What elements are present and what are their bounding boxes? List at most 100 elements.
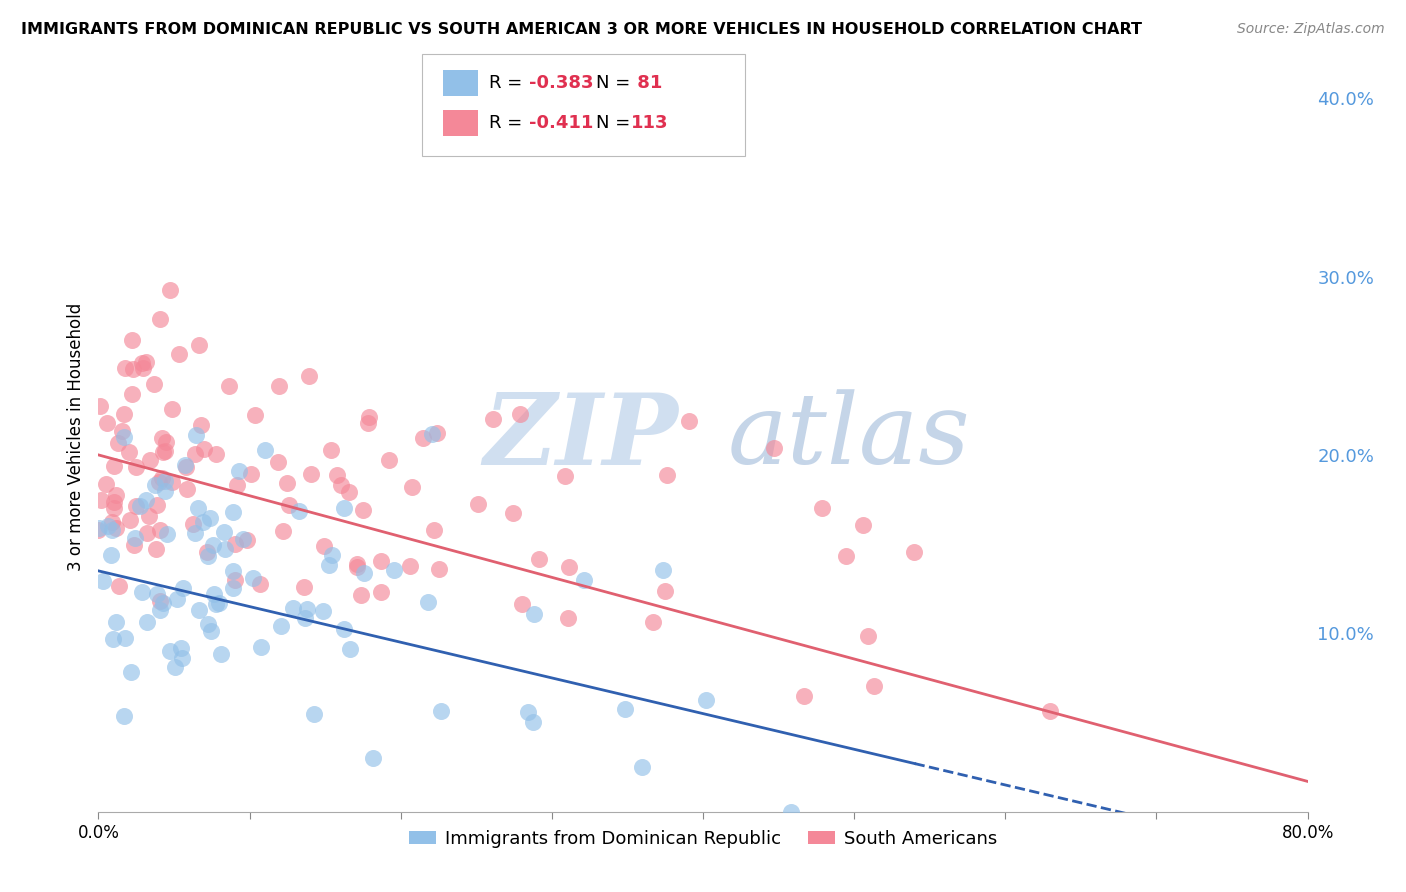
- Point: [654, 583, 676, 598]
- Point: [398, 559, 420, 574]
- Point: [170, 640, 193, 655]
- Point: [101, 516, 124, 530]
- Point: [382, 562, 405, 576]
- Point: [202, 587, 225, 601]
- Point: [294, 611, 316, 625]
- Point: [337, 485, 360, 500]
- Point: [149, 603, 172, 617]
- Point: [631, 760, 654, 774]
- Point: [112, 430, 135, 444]
- Point: [298, 368, 321, 383]
- Point: [91, 574, 114, 588]
- Point: [205, 597, 228, 611]
- Point: [201, 538, 224, 552]
- Point: [235, 533, 257, 548]
- Text: Source: ZipAtlas.com: Source: ZipAtlas.com: [1237, 22, 1385, 37]
- Point: [117, 445, 139, 459]
- Point: [811, 501, 834, 516]
- Point: [299, 467, 322, 482]
- Point: [121, 387, 143, 401]
- Point: [522, 715, 544, 730]
- Point: [114, 361, 136, 376]
- Point: [135, 355, 157, 369]
- Point: [89, 399, 111, 413]
- Point: [695, 692, 717, 706]
- Point: [148, 312, 170, 326]
- Point: [94, 477, 117, 491]
- Point: [155, 484, 177, 499]
- Point: [176, 482, 198, 496]
- Point: [250, 640, 273, 654]
- Point: [184, 526, 207, 541]
- Point: [145, 498, 167, 512]
- Point: [357, 416, 380, 430]
- Point: [190, 417, 212, 432]
- Point: [295, 602, 318, 616]
- Point: [655, 468, 678, 483]
- Y-axis label: 3 or more Vehicles in Household: 3 or more Vehicles in Household: [66, 303, 84, 571]
- Point: [149, 594, 172, 608]
- Point: [174, 459, 197, 474]
- Point: [104, 615, 127, 629]
- Point: [131, 585, 153, 599]
- Point: [762, 442, 785, 456]
- Point: [218, 379, 240, 393]
- Point: [111, 424, 134, 438]
- Point: [174, 458, 197, 473]
- Point: [197, 549, 219, 563]
- Point: [267, 455, 290, 469]
- Point: [143, 478, 166, 492]
- Point: [481, 411, 503, 425]
- Point: [401, 480, 423, 494]
- Point: [311, 604, 333, 618]
- Point: [172, 651, 194, 665]
- Point: [856, 629, 879, 643]
- Point: [318, 558, 340, 572]
- Point: [558, 560, 581, 574]
- Point: [304, 707, 326, 722]
- Point: [112, 408, 135, 422]
- Point: [288, 504, 311, 518]
- Point: [427, 562, 450, 576]
- Point: [242, 571, 264, 585]
- Point: [209, 648, 232, 662]
- Point: [146, 587, 169, 601]
- Point: [903, 545, 925, 559]
- Point: [160, 475, 183, 490]
- Point: [103, 500, 125, 515]
- Point: [152, 596, 174, 610]
- Text: N =: N =: [596, 114, 636, 132]
- Point: [267, 378, 290, 392]
- Point: [319, 443, 342, 458]
- Point: [184, 428, 207, 442]
- Point: [278, 498, 301, 512]
- Point: [353, 566, 375, 580]
- Point: [104, 521, 127, 535]
- Point: [517, 706, 540, 720]
- Point: [678, 414, 700, 428]
- Point: [226, 478, 249, 492]
- Point: [509, 407, 531, 421]
- Point: [370, 554, 392, 568]
- Point: [149, 523, 172, 537]
- Point: [121, 333, 143, 347]
- Point: [613, 702, 636, 716]
- Text: IMMIGRANTS FROM DOMINICAN REPUBLIC VS SOUTH AMERICAN 3 OR MORE VEHICLES IN HOUSE: IMMIGRANTS FROM DOMINICAN REPUBLIC VS SO…: [21, 22, 1142, 37]
- Point: [197, 616, 219, 631]
- Point: [193, 442, 215, 457]
- Point: [87, 523, 110, 537]
- Point: [184, 447, 207, 461]
- Point: [222, 565, 245, 579]
- Point: [129, 499, 152, 513]
- Point: [557, 611, 579, 625]
- Point: [212, 524, 235, 539]
- Point: [205, 447, 228, 461]
- Point: [167, 347, 190, 361]
- Point: [155, 435, 177, 450]
- Point: [105, 488, 128, 502]
- Point: [159, 643, 181, 657]
- Text: atlas: atlas: [727, 390, 970, 484]
- Point: [572, 574, 595, 588]
- Text: N =: N =: [596, 74, 636, 92]
- Point: [271, 524, 294, 538]
